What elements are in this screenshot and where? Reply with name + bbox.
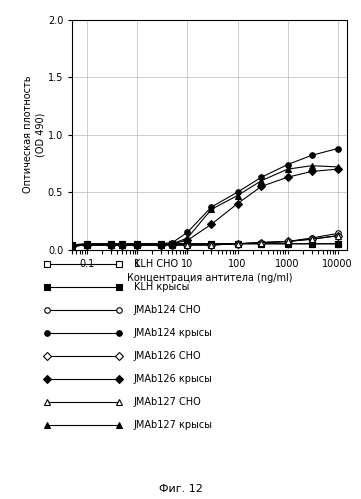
Text: JMAb126 CHO: JMAb126 CHO — [134, 351, 201, 361]
Text: JMAb124 CHO: JMAb124 CHO — [134, 305, 201, 315]
Text: KLH крысы: KLH крысы — [134, 282, 189, 292]
X-axis label: Концентрация антитела (ng/ml): Концентрация антитела (ng/ml) — [127, 272, 292, 283]
Text: JMAb127 CHO: JMAb127 CHO — [134, 397, 201, 407]
Text: JMAb127 крысы: JMAb127 крысы — [134, 420, 213, 430]
Text: Фиг. 12: Фиг. 12 — [158, 484, 203, 494]
Text: KLH CHO: KLH CHO — [134, 259, 178, 269]
Text: JMAb126 крысы: JMAb126 крысы — [134, 374, 212, 384]
Y-axis label: Оптическая плотность
(OD 490): Оптическая плотность (OD 490) — [23, 76, 45, 194]
Text: JMAb124 крысы: JMAb124 крысы — [134, 328, 212, 338]
